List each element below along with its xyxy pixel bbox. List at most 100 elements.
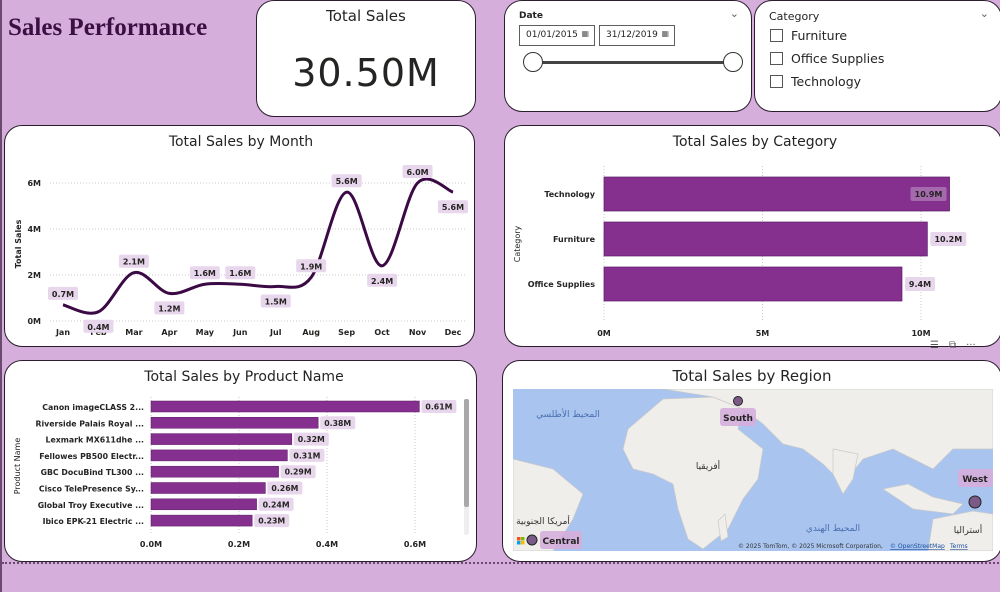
checkbox[interactable] bbox=[770, 75, 783, 88]
more-options-icon[interactable]: ··· bbox=[966, 340, 976, 351]
x-tick-label: Jul bbox=[269, 328, 282, 337]
x-tick-label: Oct bbox=[374, 328, 390, 337]
data-label-bg bbox=[289, 448, 325, 462]
terms-link[interactable]: Terms bbox=[949, 543, 968, 550]
region-label-bg bbox=[720, 408, 756, 426]
map-label-atlantic: المحيط الأطلسي bbox=[536, 408, 600, 420]
bar[interactable] bbox=[603, 176, 950, 212]
data-label-bg bbox=[154, 301, 185, 315]
data-label-bg bbox=[258, 497, 294, 511]
checkbox[interactable] bbox=[770, 29, 783, 42]
calendar-icon[interactable]: ▦ bbox=[581, 29, 589, 38]
data-label-bg bbox=[904, 277, 935, 291]
x-tick-label: 0.6M bbox=[404, 540, 426, 549]
end-slider-handle[interactable] bbox=[723, 52, 743, 72]
x-tick-label: Aug bbox=[302, 328, 320, 337]
data-label: 0.23M bbox=[258, 517, 285, 526]
chevron-down-icon[interactable]: ⌄ bbox=[729, 7, 739, 20]
chevron-down-icon[interactable]: ⌄ bbox=[979, 7, 989, 20]
product-label: Global Troy Executive ... bbox=[38, 501, 144, 510]
category-option-furniture[interactable]: Furniture bbox=[770, 28, 847, 43]
region-label-central[interactable]: Central bbox=[542, 537, 579, 547]
map-attribution: © 2025 TomTom, © 2025 Microsoft Corporat… bbox=[738, 543, 883, 550]
bar[interactable] bbox=[150, 465, 279, 478]
data-label: 2.1M bbox=[123, 258, 145, 267]
bar[interactable] bbox=[603, 266, 903, 302]
data-label: 1.2M bbox=[158, 304, 180, 313]
bar[interactable] bbox=[150, 433, 293, 445]
bar[interactable] bbox=[150, 498, 257, 511]
data-label-bg bbox=[296, 259, 327, 273]
data-label-bg bbox=[267, 481, 303, 495]
scrollbar-thumb[interactable] bbox=[464, 399, 469, 507]
page-divider bbox=[2, 562, 1000, 564]
landmass-south-america bbox=[513, 458, 584, 551]
data-label-bg bbox=[280, 465, 316, 479]
data-label-bg bbox=[118, 254, 149, 268]
data-label: 5.6M bbox=[442, 203, 464, 212]
region-label-south[interactable]: South bbox=[723, 414, 753, 424]
data-label-bg bbox=[83, 319, 114, 333]
category-slicer-header: Category bbox=[769, 10, 820, 23]
y-tick-label: 4M bbox=[27, 225, 41, 234]
product-label: Ibico EPK-21 Electric ... bbox=[43, 517, 144, 526]
region-label-west[interactable]: West bbox=[962, 475, 988, 485]
sales-by-category-chart: Total Sales by Category Category 0M 5M 10M… bbox=[504, 125, 1000, 347]
microsoft-logo-icon bbox=[517, 537, 525, 545]
data-label: 10.9M bbox=[915, 190, 943, 199]
category-label: Furniture bbox=[553, 235, 596, 244]
x-tick-label: Nov bbox=[409, 328, 427, 337]
bar[interactable] bbox=[603, 221, 928, 257]
data-label: 5.6M bbox=[336, 177, 358, 186]
calendar-icon[interactable]: ▦ bbox=[661, 29, 669, 38]
region-bubble-west[interactable] bbox=[968, 495, 982, 509]
landmass-australia bbox=[927, 510, 993, 551]
y-axis-label: Category bbox=[513, 225, 522, 262]
region-bubble-south[interactable] bbox=[733, 396, 743, 406]
data-label: 0.31M bbox=[293, 451, 320, 460]
chart-title: Total Sales by Category bbox=[672, 134, 837, 150]
data-label-bg bbox=[910, 187, 947, 201]
bar[interactable] bbox=[150, 482, 266, 494]
category-option-office-supplies[interactable]: Office Supplies bbox=[770, 51, 884, 66]
bar[interactable] bbox=[150, 400, 420, 413]
data-label: 0.7M bbox=[52, 290, 74, 299]
data-label-bg bbox=[930, 232, 967, 246]
start-slider-handle[interactable] bbox=[523, 52, 543, 72]
data-label-bg bbox=[48, 286, 78, 300]
sales-line bbox=[62, 177, 454, 315]
bar[interactable] bbox=[150, 514, 253, 527]
data-label-bg bbox=[367, 273, 398, 287]
openstreetmap-link[interactable]: © OpenStreetMap bbox=[890, 543, 945, 550]
category-option-technology[interactable]: Technology bbox=[770, 74, 861, 89]
filter-icon[interactable]: ☰ bbox=[930, 340, 939, 351]
product-label: Fellowes PB500 Electr... bbox=[39, 452, 144, 461]
category-label: Technology bbox=[544, 190, 595, 199]
map-label-indian-ocean: المحيط الهندي bbox=[806, 524, 860, 534]
bar[interactable] bbox=[150, 417, 319, 429]
date-range-slider-track[interactable] bbox=[533, 61, 733, 64]
x-tick-label: 5M bbox=[756, 329, 770, 338]
end-date-input[interactable]: 31/12/2019 ▦ bbox=[599, 25, 675, 46]
option-label: Technology bbox=[791, 74, 862, 89]
region-bubble-central[interactable] bbox=[526, 534, 538, 546]
kpi-value: 30.50M bbox=[292, 51, 440, 95]
data-label: 0.4M bbox=[87, 323, 109, 332]
start-date-input[interactable]: 01/01/2015 ▦ bbox=[519, 25, 595, 46]
data-label: 0.61M bbox=[425, 403, 452, 412]
region-label-bg bbox=[540, 531, 582, 549]
bar-chart-svg: Total Sales by Product Name Product Name… bbox=[13, 369, 469, 549]
chart-title: Total Sales by Month bbox=[168, 134, 313, 150]
map-canvas[interactable]: المحيط الأطلسي أفريقيا أمريكا الجنوبية ا… bbox=[513, 389, 993, 551]
focus-mode-icon[interactable]: ⧉ bbox=[948, 340, 957, 351]
landmass-indonesia bbox=[882, 483, 964, 515]
checkbox[interactable] bbox=[770, 52, 783, 65]
bar[interactable] bbox=[150, 449, 288, 462]
y-tick-label: 0M bbox=[27, 317, 41, 326]
data-label: 0.26M bbox=[271, 484, 298, 493]
x-tick-label: 0.2M bbox=[228, 540, 250, 549]
y-tick-label: 6M bbox=[27, 179, 41, 188]
visual-toolbar: ☰ ⧉ ··· bbox=[930, 340, 976, 351]
data-label: 1.6M bbox=[229, 269, 251, 278]
sales-by-month-chart: Total Sales by Month Total Sales 0M 2M 4M 6… bbox=[4, 125, 475, 347]
